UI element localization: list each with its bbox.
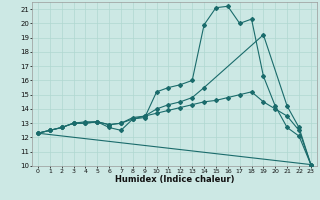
X-axis label: Humidex (Indice chaleur): Humidex (Indice chaleur): [115, 175, 234, 184]
